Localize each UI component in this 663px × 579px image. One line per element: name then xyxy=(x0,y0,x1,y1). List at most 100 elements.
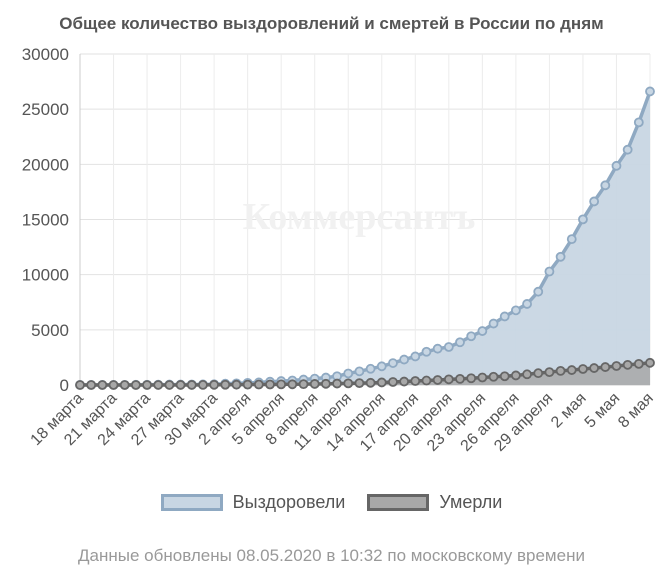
data-point-deaths[interactable] xyxy=(510,370,521,381)
x-tick-label: 2 мая xyxy=(548,390,590,432)
data-point-deaths[interactable] xyxy=(555,365,566,376)
data-point-deaths[interactable] xyxy=(265,379,275,390)
y-tick-label: 0 xyxy=(60,376,69,395)
data-point-deaths[interactable] xyxy=(119,380,130,390)
data-point-recovered[interactable] xyxy=(376,361,387,372)
data-point-deaths[interactable] xyxy=(253,379,264,390)
y-tick-label: 15000 xyxy=(22,211,69,230)
data-point-recovered[interactable] xyxy=(522,299,532,309)
data-point-deaths[interactable] xyxy=(298,379,309,390)
chart-title: Общее количество выздоровлений и смертей… xyxy=(59,14,604,33)
data-point-deaths[interactable] xyxy=(309,379,320,389)
data-point-deaths[interactable] xyxy=(108,380,119,390)
data-point-recovered[interactable] xyxy=(432,343,443,354)
y-tick-label: 30000 xyxy=(22,45,69,64)
data-point-recovered[interactable] xyxy=(388,358,398,368)
data-point-deaths[interactable] xyxy=(589,363,600,373)
data-point-deaths[interactable] xyxy=(477,372,488,383)
data-point-recovered[interactable] xyxy=(589,196,600,207)
data-point-deaths[interactable] xyxy=(86,380,97,390)
data-point-deaths[interactable] xyxy=(600,362,611,372)
data-point-deaths[interactable] xyxy=(622,359,633,370)
data-point-deaths[interactable] xyxy=(533,368,544,379)
legend-item-deaths[interactable]: Умерли xyxy=(367,492,502,513)
data-point-deaths[interactable] xyxy=(376,377,387,388)
data-point-deaths[interactable] xyxy=(499,371,510,382)
watermark-logo: Коммерсантъ xyxy=(243,196,476,238)
data-point-recovered[interactable] xyxy=(633,117,644,128)
data-point-deaths[interactable] xyxy=(175,380,186,390)
data-point-deaths[interactable] xyxy=(153,380,164,390)
data-point-recovered[interactable] xyxy=(600,180,611,191)
data-point-deaths[interactable] xyxy=(410,376,421,386)
data-point-deaths[interactable] xyxy=(611,361,622,371)
data-point-deaths[interactable] xyxy=(455,373,465,384)
data-point-deaths[interactable] xyxy=(97,380,108,390)
data-point-deaths[interactable] xyxy=(242,379,253,390)
data-point-recovered[interactable] xyxy=(488,318,499,329)
series-area-recovered xyxy=(80,91,650,386)
data-point-deaths[interactable] xyxy=(522,369,532,380)
data-point-recovered[interactable] xyxy=(399,354,410,365)
series-areas xyxy=(75,86,655,390)
legend-item-recovered[interactable]: Выздоровели xyxy=(160,492,345,513)
y-tick-label: 10000 xyxy=(22,266,69,285)
y-tick-label: 5000 xyxy=(31,321,69,340)
data-point-deaths[interactable] xyxy=(578,364,588,374)
data-point-deaths[interactable] xyxy=(209,379,220,390)
data-point-deaths[interactable] xyxy=(130,380,141,390)
data-point-deaths[interactable] xyxy=(220,379,231,390)
data-point-recovered[interactable] xyxy=(645,86,655,97)
legend-swatch-recovered xyxy=(160,494,223,511)
data-point-deaths[interactable] xyxy=(645,357,655,368)
data-point-recovered[interactable] xyxy=(499,311,510,322)
data-point-deaths[interactable] xyxy=(466,373,477,384)
data-point-recovered[interactable] xyxy=(343,368,354,379)
y-axis-ticks: 0 5000 10000 15000 20000 25000 30000 xyxy=(22,45,69,395)
data-point-recovered[interactable] xyxy=(510,305,521,316)
data-point-deaths[interactable] xyxy=(399,376,410,387)
data-point-recovered[interactable] xyxy=(477,326,488,336)
data-point-recovered[interactable] xyxy=(578,214,588,225)
data-point-recovered[interactable] xyxy=(533,286,544,297)
data-point-recovered[interactable] xyxy=(354,366,365,377)
y-tick-label: 25000 xyxy=(22,100,69,119)
data-point-deaths[interactable] xyxy=(332,378,342,389)
data-point-deaths[interactable] xyxy=(365,377,376,388)
x-tick-label: 5 мая xyxy=(582,390,624,432)
data-point-deaths[interactable] xyxy=(354,378,365,389)
data-point-deaths[interactable] xyxy=(566,365,577,375)
data-point-deaths[interactable] xyxy=(488,371,499,382)
data-point-deaths[interactable] xyxy=(186,380,197,390)
data-point-recovered[interactable] xyxy=(455,337,465,348)
data-point-recovered[interactable] xyxy=(443,342,454,352)
data-point-deaths[interactable] xyxy=(231,379,242,390)
data-point-deaths[interactable] xyxy=(164,380,175,390)
data-point-recovered[interactable] xyxy=(566,234,577,245)
data-point-deaths[interactable] xyxy=(320,378,331,389)
data-point-recovered[interactable] xyxy=(611,160,622,171)
data-point-deaths[interactable] xyxy=(633,358,644,369)
data-point-deaths[interactable] xyxy=(544,367,555,378)
data-point-deaths[interactable] xyxy=(142,380,152,390)
x-tick-label: 8 мая xyxy=(615,390,657,432)
data-point-recovered[interactable] xyxy=(544,266,555,277)
data-point-recovered[interactable] xyxy=(421,346,432,357)
data-point-deaths[interactable] xyxy=(276,379,287,390)
data-point-deaths[interactable] xyxy=(75,380,85,390)
data-point-recovered[interactable] xyxy=(365,363,376,374)
data-point-deaths[interactable] xyxy=(343,378,354,389)
data-point-deaths[interactable] xyxy=(421,375,432,386)
data-point-deaths[interactable] xyxy=(443,374,454,385)
series-line-deaths xyxy=(79,361,651,387)
data-point-deaths[interactable] xyxy=(198,380,208,390)
data-point-recovered[interactable] xyxy=(410,351,421,362)
data-point-recovered[interactable] xyxy=(555,251,566,262)
data-point-deaths[interactable] xyxy=(388,377,398,387)
data-point-deaths[interactable] xyxy=(432,375,443,385)
data-point-recovered[interactable] xyxy=(466,331,477,342)
legend-label-deaths: Умерли xyxy=(439,492,503,512)
data-point-recovered[interactable] xyxy=(622,144,633,155)
data-point-deaths[interactable] xyxy=(287,379,298,390)
